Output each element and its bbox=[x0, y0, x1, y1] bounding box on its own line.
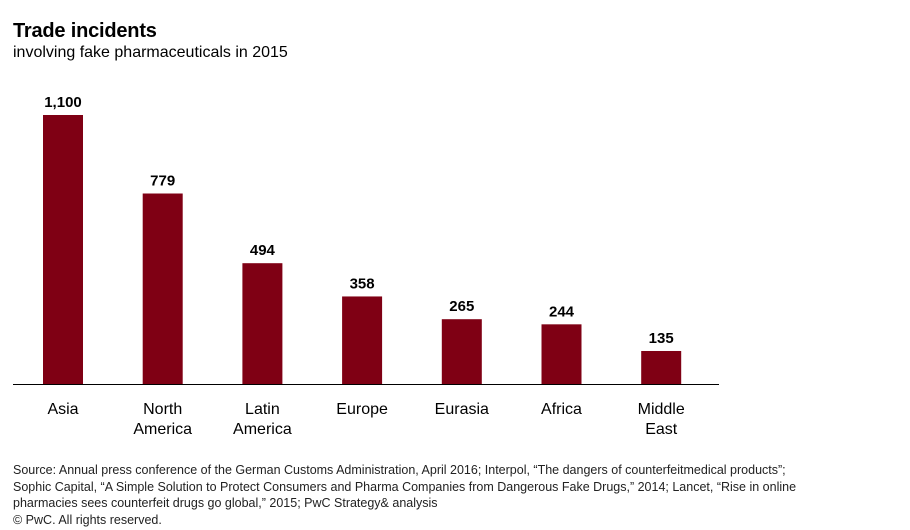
category-label: Europe bbox=[336, 401, 388, 418]
data-label: 494 bbox=[250, 242, 276, 259]
chart-title: Trade incidents bbox=[13, 20, 157, 42]
category-label: America bbox=[233, 421, 292, 438]
data-label: 244 bbox=[549, 303, 575, 320]
bar bbox=[142, 193, 183, 384]
data-label: 135 bbox=[649, 330, 674, 347]
copyright: © PwC. All rights reserved. bbox=[13, 512, 162, 527]
category-label: North bbox=[143, 401, 182, 418]
category-label: Africa bbox=[541, 401, 582, 418]
source-footer: Source: Annual press conference of the G… bbox=[13, 462, 903, 528]
source-line: Source: Annual press conference of the G… bbox=[13, 463, 786, 477]
data-label: 1,100 bbox=[44, 94, 82, 111]
bar bbox=[441, 319, 482, 384]
source-line: Sophic Capital, “A Simple Solution to Pr… bbox=[13, 479, 797, 494]
bar bbox=[242, 263, 283, 384]
bar-chart: 1,100 Asia 779 North America 494 Latin America 3… bbox=[13, 94, 719, 438]
data-label: 779 bbox=[150, 172, 175, 189]
category-label: Middle bbox=[638, 401, 685, 418]
category-label: Latin bbox=[245, 401, 280, 418]
category-label: America bbox=[133, 421, 192, 438]
chart-subtitle: involving fake pharmaceuticals in 2015 bbox=[13, 44, 288, 61]
category-label: Asia bbox=[47, 401, 78, 418]
category-label: East bbox=[645, 421, 678, 438]
bar bbox=[641, 350, 682, 384]
source-line: pharmacies sees counterfeit drugs go glo… bbox=[13, 496, 438, 510]
data-label: 358 bbox=[350, 275, 375, 292]
data-label: 265 bbox=[449, 298, 474, 315]
bar bbox=[541, 324, 582, 384]
bar bbox=[43, 115, 83, 384]
bar bbox=[342, 296, 383, 384]
category-label: Eurasia bbox=[435, 401, 489, 418]
